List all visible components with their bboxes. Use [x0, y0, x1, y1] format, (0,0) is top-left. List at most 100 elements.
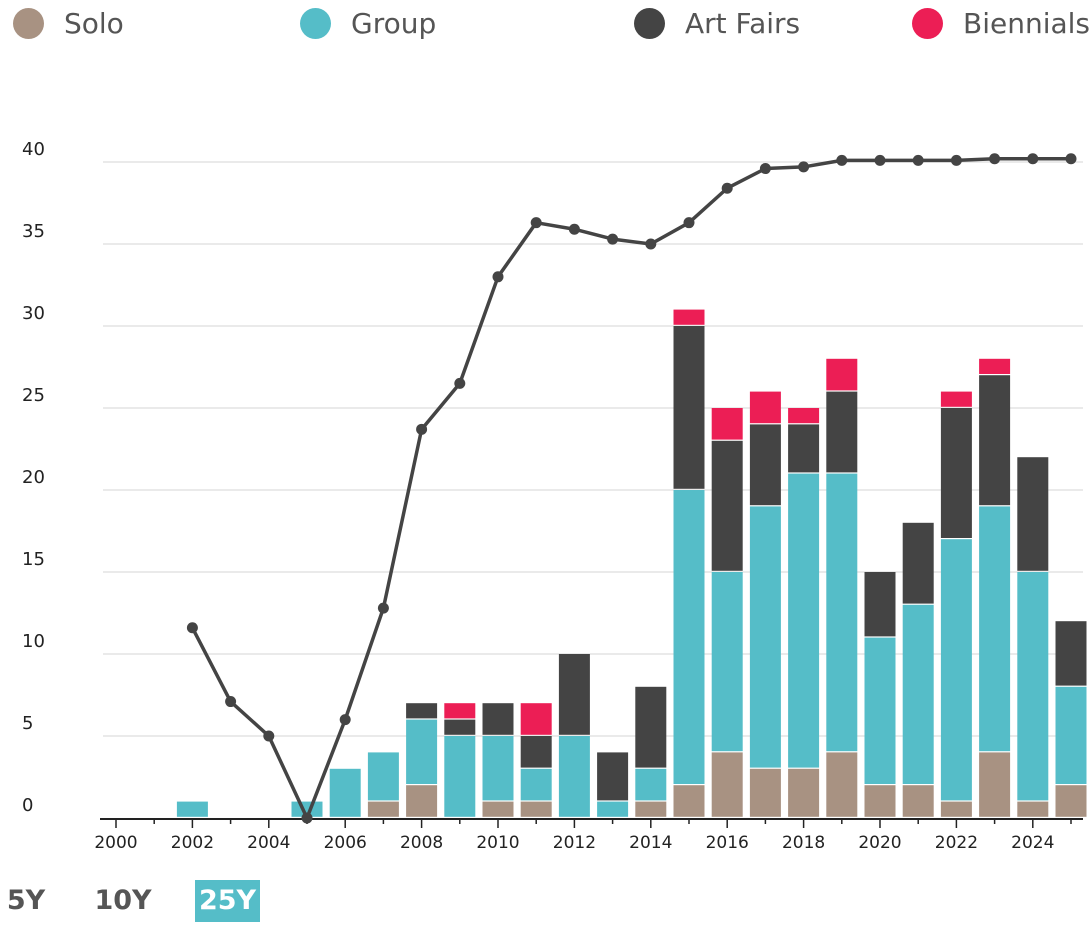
- y-tick-label-30: 30: [22, 303, 45, 324]
- trend-point-2022: [950, 154, 962, 166]
- y-tick-label-20: 20: [22, 467, 45, 488]
- x-tick-label-2016: 2016: [706, 833, 749, 853]
- trend-point-2021: [912, 154, 924, 166]
- x-tick-label-2006: 2006: [324, 833, 367, 853]
- x-tick-label-2002: 2002: [171, 833, 214, 853]
- trend-point-2014: [645, 238, 657, 250]
- bar-biennials-2011: [520, 703, 552, 735]
- trend-point-2011: [530, 217, 542, 229]
- bar-group-2006: [329, 768, 361, 817]
- x-tick-label-2004: 2004: [247, 833, 290, 853]
- trend-point-2004: [263, 730, 275, 742]
- trend-point-2005: [301, 812, 313, 824]
- x-tick-label-2018: 2018: [782, 833, 825, 853]
- trend-point-2009: [454, 377, 466, 389]
- bar-art-fairs-2013: [597, 752, 629, 801]
- bar-group-2024: [1017, 572, 1049, 801]
- trend-point-2012: [568, 223, 580, 235]
- range-tab-10y[interactable]: 10Y: [94, 885, 152, 916]
- trend-line: [190, 156, 1071, 820]
- bar-group-2014: [635, 768, 667, 801]
- legend-item-group[interactable]: Group: [300, 4, 436, 42]
- trend-point-2003: [225, 696, 237, 708]
- bar-solo-2020: [864, 785, 896, 817]
- y-tick-label-10: 10: [22, 631, 45, 652]
- bar-solo-2015: [673, 785, 705, 817]
- bar-art-fairs-2016: [711, 440, 743, 571]
- bar-solo-2007: [367, 801, 399, 817]
- x-tick-label-2012: 2012: [553, 833, 596, 853]
- bar-solo-2019: [826, 752, 858, 817]
- bar-art-fairs-2011: [520, 736, 552, 768]
- bar-art-fairs-2025: [1055, 621, 1087, 686]
- bar-art-fairs-2009: [444, 719, 476, 735]
- x-tick-label-2022: 2022: [935, 833, 978, 853]
- bar-art-fairs-2022: [940, 408, 972, 538]
- bar-solo-2018: [788, 768, 820, 817]
- bar-group-2023: [979, 506, 1011, 752]
- bar-solo-2017: [749, 768, 781, 817]
- y-tick-label-35: 35: [22, 221, 45, 242]
- bar-biennials-2023: [979, 358, 1011, 374]
- trend-point-2024: [1027, 153, 1039, 165]
- bar-group-2011: [520, 768, 552, 801]
- bar-group-2018: [788, 473, 820, 768]
- y-tick-label-0: 0: [22, 795, 33, 816]
- x-tick-label-2010: 2010: [476, 833, 519, 853]
- bar-art-fairs-2017: [749, 424, 781, 506]
- bar-biennials-2019: [826, 358, 858, 391]
- chart-legend: Solo Group Art Fairs Biennials: [0, 0, 1090, 50]
- bar-solo-2024: [1017, 801, 1049, 817]
- bar-group-2013: [597, 801, 629, 817]
- bar-biennials-2018: [788, 408, 820, 424]
- bar-group-2017: [749, 506, 781, 768]
- legend-item-biennials[interactable]: Biennials: [912, 4, 1090, 42]
- bar-art-fairs-2021: [902, 522, 934, 604]
- bar-group-2016: [711, 572, 743, 752]
- bar-group-2019: [826, 473, 858, 752]
- bar-solo-2011: [520, 801, 552, 817]
- legend-label-group: Group: [351, 6, 437, 40]
- y-tick-label-25: 25: [22, 385, 45, 406]
- range-tab-5y[interactable]: 5Y: [6, 885, 46, 916]
- bar-biennials-2022: [940, 391, 972, 407]
- bar-group-2021: [902, 604, 934, 784]
- trend-point-2008: [416, 423, 428, 435]
- trend-point-2007: [377, 602, 389, 614]
- legend-swatch-group: [300, 7, 331, 39]
- legend-item-art-fairs[interactable]: Art Fairs: [634, 4, 800, 42]
- legend-label-art-fairs: Art Fairs: [685, 6, 801, 40]
- bar-group-2010: [482, 736, 514, 801]
- bar-biennials-2016: [711, 408, 743, 440]
- legend-label-biennials: Biennials: [963, 6, 1090, 40]
- bar-biennials-2009: [444, 703, 476, 719]
- legend-item-solo[interactable]: Solo: [13, 4, 124, 42]
- trend-point-2020: [874, 154, 886, 166]
- bar-group-2015: [673, 490, 705, 784]
- trend-point-2010: [492, 271, 504, 283]
- bar-art-fairs-2014: [635, 686, 667, 768]
- bar-biennials-2017: [749, 391, 781, 424]
- trend-point-2002: [186, 622, 198, 634]
- bar-art-fairs-2015: [673, 326, 705, 489]
- trend-point-2018: [798, 161, 810, 173]
- trend-point-2017: [759, 163, 771, 175]
- bar-art-fairs-2008: [406, 703, 438, 719]
- legend-swatch-solo: [13, 7, 44, 39]
- trend-point-2023: [989, 153, 1001, 165]
- bar-solo-2014: [635, 801, 667, 817]
- bar-solo-2010: [482, 801, 514, 817]
- bar-group-2020: [864, 637, 896, 784]
- legend-label-solo: Solo: [64, 6, 124, 40]
- x-tick-label-2008: 2008: [400, 833, 443, 853]
- y-tick-label-5: 5: [22, 713, 33, 734]
- trend-point-2015: [683, 217, 695, 229]
- trend-point-2006: [339, 714, 351, 726]
- range-tab-25y[interactable]: 25Y: [195, 880, 260, 922]
- legend-swatch-biennials: [912, 7, 943, 39]
- x-tick-label-2020: 2020: [858, 833, 901, 853]
- y-tick-label-40: 40: [22, 139, 45, 160]
- bar-art-fairs-2010: [482, 703, 514, 735]
- bar-group-2008: [406, 719, 438, 784]
- exhibitions-chart: 0 5 10 15 20 25 30 35 40 2000 2002 2004 2006 2008 2010…: [22, 139, 1087, 853]
